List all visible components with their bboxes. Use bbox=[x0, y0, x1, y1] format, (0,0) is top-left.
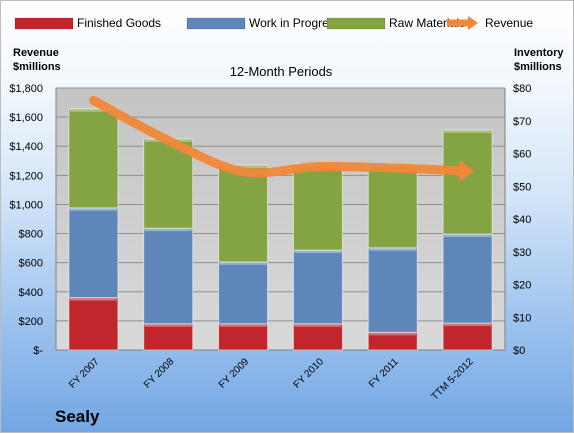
left-tick-label: $- bbox=[33, 345, 43, 357]
x-tick-label: FY 2008 bbox=[142, 356, 177, 391]
bar-raw-materials bbox=[368, 165, 417, 248]
bar-work-in-progress bbox=[443, 234, 492, 323]
bar-raw-materials bbox=[443, 130, 492, 234]
left-axis-label-line2: $millions bbox=[13, 61, 61, 73]
bar-work-in-progress bbox=[144, 228, 193, 324]
right-tick-label: $50 bbox=[513, 181, 531, 193]
right-tick-label: $70 bbox=[513, 116, 531, 128]
right-tick-label: $80 bbox=[513, 83, 531, 95]
legend-item-work-in-progress: Work in Progress bbox=[187, 16, 341, 30]
right-axis-label-line1: Inventory bbox=[514, 47, 564, 59]
left-tick-label: $1,200 bbox=[9, 170, 43, 182]
x-tick-label: FY 2007 bbox=[67, 356, 102, 391]
left-tick-label: $1,800 bbox=[9, 83, 43, 95]
legend-arrow bbox=[468, 16, 478, 30]
plot-background bbox=[56, 88, 505, 350]
right-axis-label-line2: $millions bbox=[514, 61, 562, 73]
legend-item-finished-goods: Finished Goods bbox=[15, 16, 161, 30]
right-tick-label: $60 bbox=[513, 149, 531, 161]
right-tick-label: $0 bbox=[513, 345, 525, 357]
x-tick-label: FY 2011 bbox=[367, 356, 401, 390]
right-tick-label: $30 bbox=[513, 247, 531, 259]
right-tick-label: $20 bbox=[513, 280, 531, 292]
legend-swatch bbox=[15, 18, 73, 29]
bar-work-in-progress bbox=[293, 250, 342, 324]
left-tick-label: $200 bbox=[19, 316, 43, 328]
legend-swatch bbox=[187, 18, 245, 29]
bar-raw-materials bbox=[69, 109, 118, 208]
bar-work-in-progress bbox=[219, 262, 268, 324]
legend-label: Finished Goods bbox=[77, 16, 161, 30]
left-tick-label: $800 bbox=[19, 229, 43, 241]
bar-work-in-progress bbox=[368, 248, 417, 332]
x-tick-label: TTM 5-2012 bbox=[429, 356, 476, 403]
left-tick-label: $1,000 bbox=[9, 199, 43, 211]
right-tick-label: $40 bbox=[513, 214, 531, 226]
left-tick-label: $1,400 bbox=[9, 141, 43, 153]
bar-finished-goods bbox=[293, 324, 342, 350]
legend-item-raw-materials: Raw Materials bbox=[327, 16, 465, 30]
legend-swatch bbox=[327, 18, 385, 29]
bar-raw-materials bbox=[293, 164, 342, 250]
left-tick-label: $1,600 bbox=[9, 112, 43, 124]
bar-finished-goods bbox=[443, 323, 492, 350]
bar-finished-goods bbox=[144, 324, 193, 350]
left-axis-label-line1: Revenue bbox=[13, 47, 59, 59]
left-tick-label: $600 bbox=[19, 258, 43, 270]
bar-finished-goods bbox=[219, 324, 268, 350]
legend-label: Revenue bbox=[485, 16, 533, 30]
right-tick-label: $10 bbox=[513, 312, 531, 324]
left-tick-label: $400 bbox=[19, 287, 43, 299]
bar-work-in-progress bbox=[69, 208, 118, 298]
plot-area: $- $200 $400 $600 $800 $1,000 $1,200 $1,400 $1,6… bbox=[9, 83, 531, 403]
chart-title: 12-Month Periods bbox=[230, 64, 333, 79]
company-name: Sealy bbox=[55, 407, 99, 427]
bar-highlight bbox=[444, 130, 491, 133]
x-tick-label: FY 2009 bbox=[217, 356, 252, 391]
x-tick-label: FY 2010 bbox=[292, 356, 327, 391]
bar-finished-goods bbox=[69, 298, 118, 350]
bar-raw-materials bbox=[219, 165, 268, 262]
